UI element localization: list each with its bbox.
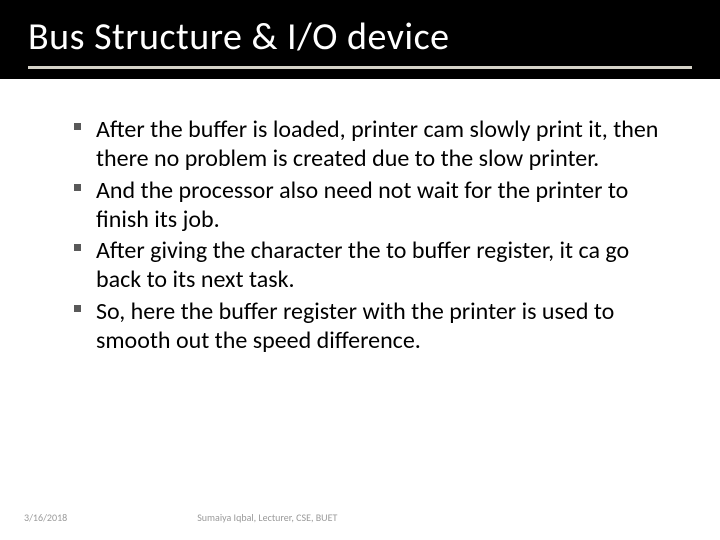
footer-date: 3/16/2018 <box>24 511 67 524</box>
bullet-text: After giving the character the to buffer… <box>96 236 629 294</box>
list-item: After the buffer is loaded, printer cam … <box>74 115 672 174</box>
bullet-marker-icon <box>74 305 81 312</box>
bullet-marker-icon <box>74 184 81 191</box>
bullet-list: After the buffer is loaded, printer cam … <box>74 115 672 355</box>
title-underline <box>28 66 692 69</box>
list-item: And the processor also need not wait for… <box>74 176 672 235</box>
bullet-text: So, here the buffer register with the pr… <box>96 297 614 355</box>
bullet-text: And the processor also need not wait for… <box>96 176 628 234</box>
footer-author: Sumaiya Iqbal, Lecturer, CSE, BUET <box>197 511 337 524</box>
bullet-marker-icon <box>74 123 81 130</box>
footer: 3/16/2018 Sumaiya Iqbal, Lecturer, CSE, … <box>0 511 720 524</box>
title-bar: Bus Structure & I/O device <box>0 0 720 79</box>
bullet-text: After the buffer is loaded, printer cam … <box>96 115 658 173</box>
slide-title: Bus Structure & I/O device <box>28 14 692 60</box>
bullet-marker-icon <box>74 244 81 251</box>
list-item: So, here the buffer register with the pr… <box>74 297 672 356</box>
list-item: After giving the character the to buffer… <box>74 236 672 295</box>
content-area: After the buffer is loaded, printer cam … <box>0 79 720 377</box>
